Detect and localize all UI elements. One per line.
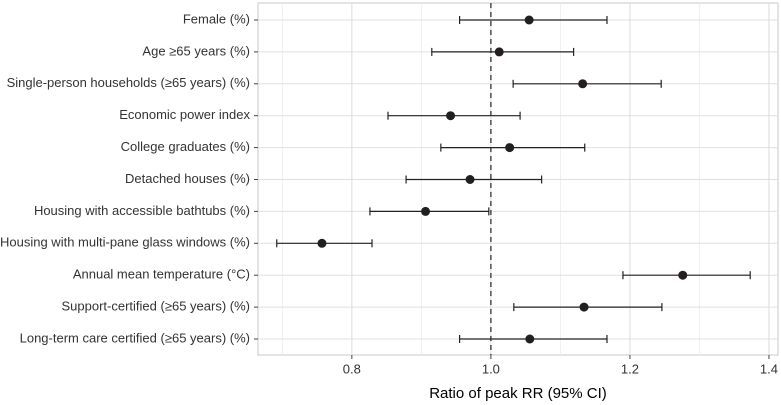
y-tick-label: Housing with accessible bathtubs (%) bbox=[34, 203, 250, 218]
point-estimate bbox=[465, 175, 475, 184]
y-tick-label: Single-person households (≥65 years) (%) bbox=[7, 75, 250, 90]
point-estimate bbox=[494, 47, 504, 57]
point-estimate bbox=[579, 302, 589, 312]
point-estimate bbox=[578, 79, 588, 89]
x-tick-label: 1.0 bbox=[482, 361, 500, 376]
x-tick-label: 1.4 bbox=[760, 361, 778, 376]
y-tick-label: Long-term care certified (≥65 years) (%) bbox=[20, 330, 250, 345]
point-estimate bbox=[524, 15, 534, 25]
point-estimate bbox=[525, 334, 535, 344]
point-estimate bbox=[421, 206, 431, 216]
y-tick-label: Age ≥65 years (%) bbox=[142, 43, 250, 58]
point-estimate bbox=[317, 238, 327, 248]
y-tick-label: Economic power index bbox=[119, 107, 250, 122]
x-axis-label: Ratio of peak RR (95% CI) bbox=[429, 385, 607, 402]
y-tick-label: Female (%) bbox=[183, 11, 250, 26]
point-estimate bbox=[505, 143, 515, 153]
y-tick-label: Support-certified (≥65 years) (%) bbox=[62, 299, 250, 314]
y-tick-label: Annual mean temperature (°C) bbox=[73, 267, 250, 282]
x-tick-label: 1.2 bbox=[621, 361, 639, 376]
point-estimate bbox=[446, 111, 456, 121]
y-tick-label: Housing with multi-pane glass windows (%… bbox=[0, 235, 250, 250]
y-tick-label: Detached houses (%) bbox=[125, 171, 250, 186]
point-estimate bbox=[678, 270, 688, 280]
y-tick-label: College graduates (%) bbox=[121, 139, 250, 154]
x-tick-label: 0.8 bbox=[343, 361, 361, 376]
